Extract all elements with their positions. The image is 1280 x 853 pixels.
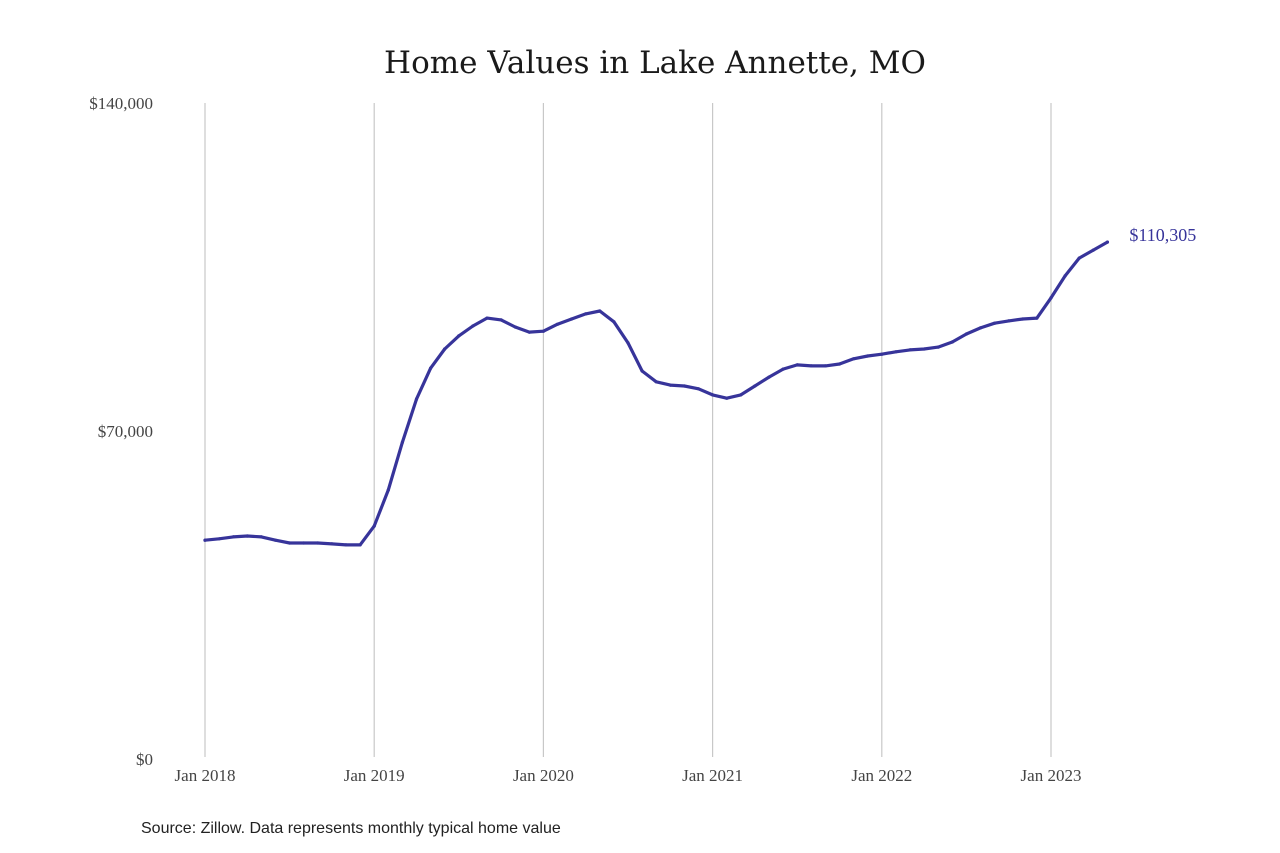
- data-point: [1091, 248, 1095, 252]
- data-point: [866, 354, 870, 358]
- data-point: [471, 324, 475, 328]
- x-tick-label: Jan 2018: [175, 766, 236, 785]
- data-point: [1063, 274, 1067, 278]
- data-point: [725, 396, 729, 400]
- data-point: [598, 309, 602, 313]
- data-point: [288, 541, 292, 545]
- data-point: [1105, 240, 1109, 244]
- data-point: [936, 345, 940, 349]
- series-layer: [203, 240, 1110, 547]
- x-tick-label: Jan 2020: [513, 766, 574, 785]
- x-axis: Jan 2018 Jan 2019 Jan 2020 Jan 2021 Jan 2022…: [175, 766, 1082, 785]
- x-tick-label: Jan 2019: [344, 766, 405, 785]
- data-point: [654, 380, 658, 384]
- data-point: [372, 524, 376, 528]
- data-point: [457, 334, 461, 338]
- y-tick-label: $70,000: [98, 422, 153, 441]
- data-point: [696, 387, 701, 391]
- data-point: [485, 316, 489, 320]
- data-point: [767, 375, 771, 379]
- chart-title: Home Values in Lake Annette, MO: [384, 45, 926, 81]
- annotations: $110,305: [1129, 225, 1196, 245]
- data-point: [570, 317, 574, 321]
- end-value-label: $110,305: [1129, 225, 1196, 245]
- data-point: [1049, 296, 1053, 300]
- y-axis: $0 $70,000 $140,000: [89, 94, 153, 769]
- data-point: [245, 534, 249, 538]
- data-point: [330, 542, 334, 546]
- data-point: [499, 318, 503, 322]
- data-point: [739, 393, 743, 397]
- x-tick-label: Jan 2023: [1021, 766, 1082, 785]
- data-point: [894, 350, 898, 354]
- data-point: [429, 366, 433, 370]
- data-point: [809, 364, 813, 368]
- data-point: [852, 357, 856, 361]
- data-point: [993, 321, 997, 325]
- data-point: [414, 397, 419, 401]
- data-point: [344, 543, 348, 547]
- data-point: [922, 347, 926, 351]
- data-point: [203, 538, 207, 542]
- data-point: [795, 363, 799, 367]
- source-note: Source: Zillow. Data represents monthly …: [141, 820, 561, 837]
- data-point: [711, 393, 715, 397]
- data-point: [400, 440, 404, 444]
- data-point: [978, 326, 983, 330]
- data-point: [541, 329, 546, 333]
- data-point: [837, 362, 842, 366]
- y-tick-label: $140,000: [89, 94, 153, 113]
- data-point: [217, 537, 221, 541]
- data-point: [612, 320, 616, 324]
- data-point: [316, 541, 320, 545]
- data-point: [259, 535, 263, 539]
- data-point: [626, 341, 630, 345]
- gridlines: [204, 103, 1052, 757]
- x-tick-label: Jan 2022: [851, 766, 912, 785]
- series-line: [203, 240, 1110, 547]
- data-point: [908, 348, 912, 352]
- data-point: [950, 340, 954, 344]
- data-point: [527, 330, 531, 334]
- data-point: [443, 347, 447, 351]
- data-point: [1021, 317, 1025, 321]
- data-point: [584, 312, 588, 316]
- y-tick-label: $0: [136, 750, 153, 769]
- data-point: [273, 538, 278, 542]
- data-point: [1077, 256, 1081, 260]
- data-point: [964, 332, 969, 336]
- data-point: [231, 535, 235, 539]
- data-point: [823, 364, 828, 368]
- data-points: [203, 240, 1109, 547]
- data-point: [682, 384, 687, 388]
- data-point: [1007, 319, 1011, 323]
- data-point: [513, 325, 517, 329]
- x-tick-label: Jan 2021: [682, 766, 743, 785]
- data-point: [880, 352, 884, 356]
- data-point: [1035, 316, 1039, 320]
- data-point: [781, 367, 785, 371]
- data-point: [640, 369, 644, 373]
- data-point: [753, 384, 757, 388]
- data-point: [555, 322, 560, 326]
- data-point: [302, 541, 306, 545]
- data-point: [358, 543, 362, 547]
- data-point: [668, 383, 672, 387]
- data-point: [386, 488, 390, 492]
